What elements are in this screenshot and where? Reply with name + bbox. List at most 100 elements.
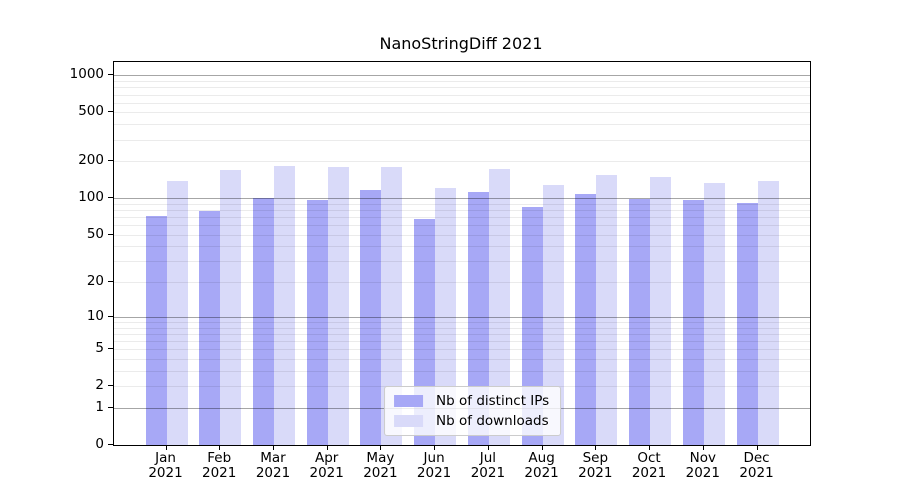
x-tick-year: 2021 [631, 465, 667, 481]
x-tick-month: May [366, 450, 395, 466]
x-tick-month: Sep [582, 450, 609, 466]
x-tick-label-oct: Oct 2021 [617, 451, 681, 481]
gridline-minor-80 [114, 209, 810, 211]
x-tick-label-jan: Jan 2021 [134, 451, 198, 481]
x-tick-month: Nov [689, 450, 716, 466]
gridline-minor-7 [114, 333, 810, 335]
legend-item-downloads: Nb of downloads [394, 413, 549, 429]
gridline-minor-3 [114, 370, 810, 372]
x-tick-month: Feb [207, 450, 232, 466]
gridline-major-100 [114, 198, 810, 200]
x-tick-label-apr: Apr 2021 [295, 451, 359, 481]
x-tick-label-jul: Jul 2021 [456, 451, 520, 481]
x-tick-sep [595, 445, 597, 450]
chart-title: NanoStringDiff 2021 [379, 34, 543, 53]
x-tick-year: 2021 [739, 465, 774, 481]
y-tick-100 [108, 197, 113, 199]
x-tick-jul [487, 445, 489, 450]
x-tick-year: 2021 [578, 465, 613, 481]
x-tick-apr [326, 445, 328, 450]
plot-area: Nb of distinct IPs Nb of downloads [113, 61, 811, 446]
gridline-major-10 [114, 316, 810, 318]
x-tick-year: 2021 [416, 465, 452, 481]
gridline-minor-700 [114, 94, 810, 96]
x-tick-year: 2021 [470, 465, 506, 481]
x-tick-jan [165, 445, 167, 450]
x-tick-month: Oct [637, 450, 661, 466]
y-tick-label-0: 0 [95, 436, 104, 452]
gridline-minor-4 [114, 358, 810, 360]
x-tick-label-aug: Aug 2021 [510, 451, 574, 481]
gridline-minor-30 [114, 261, 810, 263]
bar-aug-downloads [542, 185, 564, 445]
x-tick-mar [273, 445, 274, 450]
bar-mar-distinct-ips [253, 197, 274, 445]
y-tick-2 [108, 385, 113, 387]
y-tick-20 [108, 281, 113, 283]
y-tick-label-20: 20 [86, 273, 104, 290]
y-tick-label-200: 200 [78, 152, 104, 169]
gridline-minor-300 [114, 139, 810, 141]
gridline-minor-400 [114, 124, 810, 126]
x-tick-aug [541, 445, 543, 450]
bar-aug-distinct-ips [521, 206, 543, 445]
x-tick-may [380, 445, 382, 450]
y-tick-label-500: 500 [78, 103, 104, 120]
bar-jul-downloads [488, 168, 510, 445]
gridline-minor-8 [114, 327, 810, 329]
legend-swatch-downloads [394, 415, 424, 427]
legend-label-downloads: Nb of downloads [436, 413, 549, 429]
x-tick-year: 2021 [255, 465, 291, 481]
bar-jan-distinct-ips [145, 216, 167, 445]
y-tick-label-5: 5 [95, 340, 104, 357]
x-tick-month: Mar [260, 450, 286, 466]
gridline-minor-500 [114, 112, 810, 114]
y-tick-200 [108, 160, 113, 162]
bar-oct-downloads [650, 176, 671, 445]
x-tick-jun [434, 445, 436, 450]
gridline-minor-70 [114, 217, 810, 218]
bar-oct-distinct-ips [629, 198, 650, 445]
bar-apr-distinct-ips [306, 199, 328, 445]
gridline-minor-800 [114, 87, 810, 89]
y-tick-1 [108, 406, 113, 408]
y-tick-label-2: 2 [95, 377, 104, 394]
bar-jul-distinct-ips [467, 192, 489, 445]
bar-feb-downloads [220, 169, 242, 445]
bar-sep-distinct-ips [575, 194, 597, 445]
x-tick-label-sep: Sep 2021 [563, 451, 627, 481]
x-tick-label-may: May 2021 [348, 451, 412, 481]
gridline-minor-20 [114, 282, 810, 284]
x-tick-year: 2021 [524, 465, 559, 481]
x-tick-nov [702, 445, 704, 450]
y-tick-label-100: 100 [78, 189, 104, 206]
gridline-minor-900 [114, 81, 810, 82]
gridline-major-1000 [114, 75, 810, 77]
bar-nov-distinct-ips [682, 200, 704, 445]
y-tick-50 [108, 233, 113, 235]
gridline-minor-5 [114, 349, 810, 351]
bar-dec-downloads [757, 181, 779, 445]
legend: Nb of distinct IPs Nb of downloads [384, 386, 562, 436]
x-tick-label-dec: Dec 2021 [725, 451, 789, 481]
gridline-minor-200 [114, 161, 810, 163]
gridline-minor-6 [114, 340, 810, 342]
bar-may-distinct-ips [360, 189, 382, 445]
x-tick-label-jun: Jun 2021 [402, 451, 466, 481]
grid-layer [114, 62, 810, 445]
x-tick-month: Dec [743, 450, 770, 466]
y-tick-10 [108, 315, 113, 317]
x-tick-year: 2021 [685, 465, 720, 481]
gridline-minor-60 [114, 225, 810, 227]
gridline-minor-600 [114, 102, 810, 104]
x-tick-year: 2021 [202, 465, 237, 481]
bar-mar-downloads [274, 165, 295, 445]
y-tick-label-1000: 1000 [69, 66, 104, 83]
x-tick-year: 2021 [148, 465, 183, 481]
x-tick-month: Jan [155, 450, 176, 466]
y-tick-1000 [108, 74, 113, 76]
bar-dec-distinct-ips [736, 202, 758, 445]
bars-layer [114, 62, 810, 445]
bar-apr-downloads [327, 166, 349, 445]
